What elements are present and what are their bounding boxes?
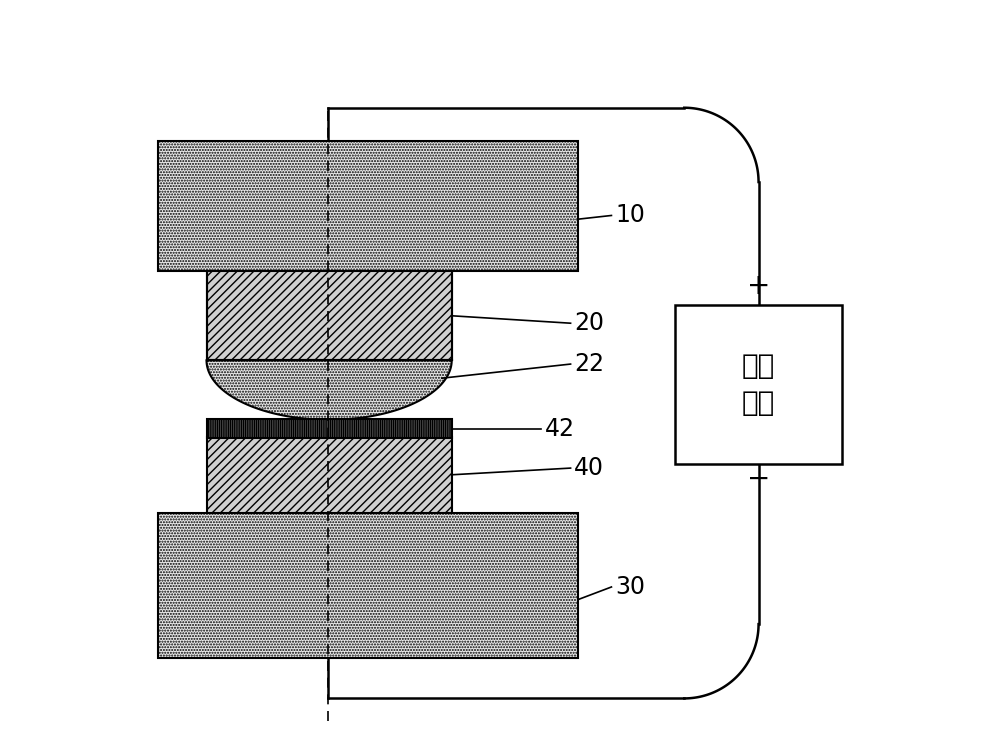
- Text: +: +: [747, 272, 770, 300]
- Text: −: −: [747, 465, 770, 493]
- Polygon shape: [207, 360, 452, 420]
- Text: 22: 22: [574, 352, 604, 376]
- Text: 10: 10: [615, 204, 645, 227]
- Text: 30: 30: [615, 575, 645, 599]
- Bar: [158, 513, 578, 658]
- Bar: [675, 305, 842, 464]
- Bar: [207, 419, 452, 438]
- Bar: [158, 141, 578, 271]
- Bar: [207, 437, 452, 513]
- Text: 直流
电源: 直流 电源: [742, 352, 775, 417]
- Bar: [207, 271, 452, 360]
- Text: 42: 42: [545, 417, 575, 441]
- Text: 40: 40: [574, 456, 604, 480]
- Text: 20: 20: [574, 311, 604, 335]
